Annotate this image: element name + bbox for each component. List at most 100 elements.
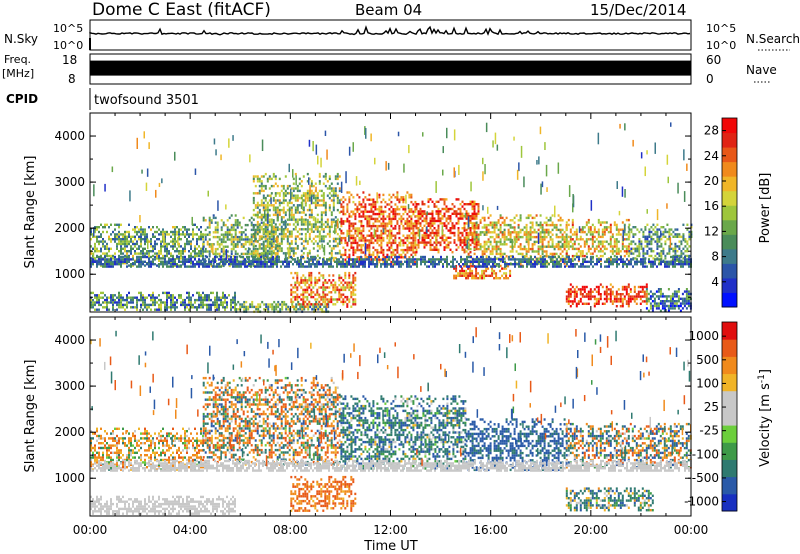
echo-cell [601, 228, 604, 231]
echo-cell [581, 228, 584, 231]
echo-cell [669, 302, 672, 305]
echo-cell [182, 226, 184, 229]
echo-cell [296, 218, 299, 221]
echo-cell [200, 238, 202, 241]
echo-cell [658, 252, 661, 255]
echo-cell [144, 260, 146, 263]
echo-cell [120, 238, 122, 241]
echo-cell [208, 231, 211, 234]
echo-cell [350, 305, 353, 308]
echo-cell [320, 204, 323, 207]
echo-cell [158, 228, 160, 231]
echo-cell [388, 208, 391, 211]
echo-cell [378, 193, 381, 197]
echo-cell [467, 234, 470, 237]
echo-cell [406, 227, 409, 230]
echo-cell [240, 252, 243, 256]
echo-cell [646, 238, 649, 241]
echo-cell [390, 251, 393, 254]
echo-cell [368, 248, 371, 252]
echo-cell [278, 232, 281, 236]
echo-cell [429, 239, 432, 242]
echo-cell [324, 213, 327, 217]
echo-cell [312, 295, 315, 299]
echo-cell [370, 205, 373, 209]
echo-cell [98, 226, 100, 229]
echo-cell [505, 277, 508, 280]
echo-cell [419, 210, 422, 213]
echo-cell [270, 192, 273, 195]
echo-cell [529, 233, 532, 236]
echo-cell [471, 200, 474, 203]
freq-label: Freq. [4, 53, 31, 66]
echo-cell [122, 242, 124, 246]
echo-cell [593, 288, 596, 291]
echo-cell [239, 305, 242, 309]
echo-cell [390, 236, 393, 240]
echo-cell [264, 244, 267, 248]
echo-cell [238, 238, 241, 241]
echo-cell [647, 297, 650, 300]
echo-cell [154, 303, 156, 307]
echo-cell [204, 247, 207, 251]
echo-cell [487, 247, 490, 251]
echo-cell [100, 263, 102, 266]
echo-cell [447, 229, 450, 232]
echo-cell [366, 217, 369, 221]
echo-cell [374, 212, 377, 216]
echo-cell [294, 242, 297, 245]
echo-cell [104, 245, 106, 248]
echo-cell [605, 228, 608, 231]
freq-tick-top: 18 [62, 53, 77, 67]
echo-cell [658, 240, 661, 243]
echo-cell [613, 223, 616, 227]
echo-cell [380, 258, 383, 261]
echo-cell [324, 298, 327, 301]
echo-cell [352, 236, 355, 240]
echo-cell [364, 196, 367, 199]
echo-cell [653, 297, 656, 300]
echo-cell [222, 294, 224, 297]
echo-cell [300, 286, 303, 289]
echo-cell [142, 247, 144, 250]
echo-cell [481, 252, 484, 256]
echo-cell [208, 298, 210, 302]
echo-cell [334, 288, 337, 292]
echo-cell [585, 252, 588, 255]
echo-cell [322, 293, 325, 296]
echo-cell [330, 213, 333, 217]
echo-cell [176, 298, 178, 302]
echo-cell [541, 231, 544, 234]
echo-cell [358, 258, 361, 261]
echo-cell [499, 250, 502, 253]
echo-cell [271, 308, 274, 311]
echo-cell [461, 234, 464, 237]
echo-cell [455, 215, 458, 218]
echo-cell [638, 238, 641, 241]
echo-cell [429, 212, 432, 215]
echo-cell [501, 235, 504, 239]
echo-cell [266, 180, 269, 183]
echo-cell [338, 175, 341, 178]
echo-cell [242, 216, 245, 220]
echo-cell [230, 233, 233, 236]
echo-cell [294, 211, 297, 214]
echo-cell [136, 233, 138, 236]
echo-cell [312, 223, 315, 226]
echo-cell [276, 218, 279, 221]
echo-cell [206, 306, 208, 309]
echo-cell [643, 293, 646, 296]
echo-cell [140, 230, 142, 234]
echo-cell [98, 235, 100, 238]
echo-cell [358, 215, 361, 218]
echo-cell [648, 240, 651, 243]
echo-cell [122, 252, 124, 255]
echo-cell [102, 258, 104, 261]
echo-cell [120, 258, 122, 261]
echo-cell [499, 259, 502, 263]
echo-cell [629, 295, 632, 298]
echo-cell [503, 235, 506, 239]
echo-cell [246, 223, 249, 227]
echo-cell [296, 223, 299, 226]
echo-cell [583, 254, 586, 258]
